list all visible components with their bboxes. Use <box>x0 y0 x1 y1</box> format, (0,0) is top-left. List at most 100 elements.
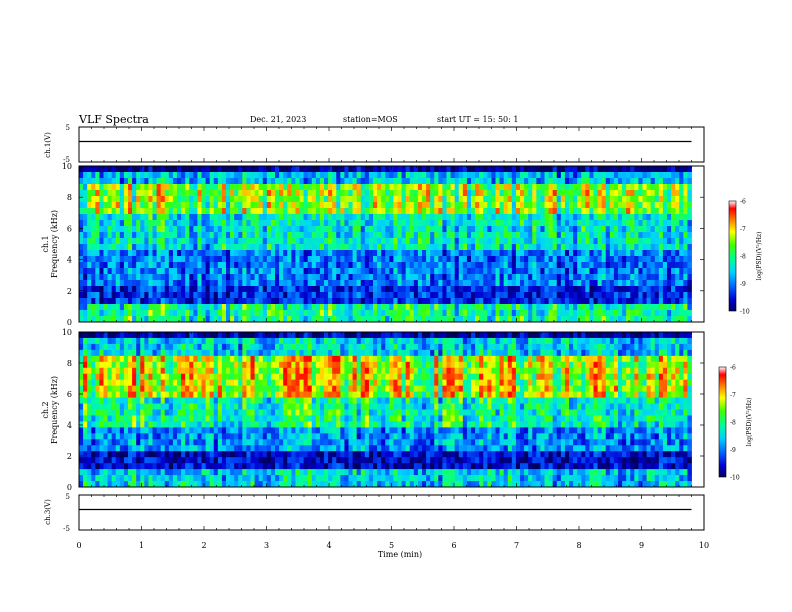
spectrogram-cell <box>279 332 284 339</box>
spectrogram-cell <box>160 292 166 299</box>
spectrogram-cell <box>95 196 100 203</box>
spectrogram-cell <box>311 280 317 287</box>
spectrogram-cell <box>446 166 451 173</box>
spectrogram-cell <box>99 196 104 203</box>
spectrogram-cell <box>340 310 345 317</box>
spectrogram-cell <box>556 349 562 357</box>
spectrogram-cell <box>560 310 566 317</box>
spectrogram-cell <box>573 226 578 233</box>
spectrogram-cell <box>193 349 198 357</box>
spectrogram-cell <box>230 286 235 293</box>
spectrogram-cell <box>79 220 84 227</box>
spectrogram-cell <box>536 355 541 363</box>
spectrogram-cell <box>340 262 345 269</box>
spectrogram-cell <box>103 220 108 227</box>
spectrogram-cell <box>87 332 92 339</box>
spectrogram-cell <box>618 172 623 179</box>
spectrogram-cell <box>381 232 386 239</box>
spectrogram-cell <box>389 298 394 305</box>
spectrogram-cell <box>511 220 517 227</box>
spectrogram-cell <box>613 190 619 197</box>
spectrogram-cell <box>95 244 100 251</box>
spectrogram-cell <box>373 343 378 351</box>
spectrogram-cell <box>168 250 174 257</box>
spectrogram-cell <box>205 244 211 251</box>
spectrogram-cell <box>609 316 615 323</box>
spectrogram-cell <box>291 220 296 227</box>
spectrogram-cell <box>307 196 313 203</box>
spectrogram-cell <box>319 292 325 299</box>
spectrogram-cell <box>479 304 484 311</box>
spectrogram-cell <box>475 280 480 287</box>
spectrogram-cell <box>160 268 166 275</box>
spectrogram-cell <box>683 184 688 191</box>
spectrogram-cell <box>458 361 464 369</box>
spectrogram-cell <box>462 292 468 299</box>
spectrogram-cell <box>254 178 260 185</box>
spectrogram-cell <box>397 316 402 323</box>
spectrogram-cell <box>630 214 635 221</box>
spectrogram-cell <box>373 244 378 251</box>
spectrogram-cell <box>373 332 378 339</box>
spectrogram-cell <box>389 250 394 257</box>
spectrogram-cell <box>650 316 656 323</box>
spectrogram-cell <box>87 304 92 311</box>
spectrogram-cell <box>79 274 84 281</box>
spectrogram-cell <box>95 208 100 215</box>
spectrogram-cell <box>303 238 309 245</box>
spectrogram-cell <box>185 238 190 245</box>
spectrogram-cell <box>177 214 182 221</box>
spectrogram-cell <box>221 310 227 317</box>
spectrogram-cell <box>287 298 292 305</box>
spectrogram-cell <box>91 292 96 299</box>
spectrogram-cell <box>552 208 558 215</box>
spectrogram-cell <box>291 244 296 251</box>
spectrogram-cell <box>401 226 407 233</box>
spectrogram-cell <box>344 166 349 173</box>
spectrogram-cell <box>185 172 190 179</box>
spectrogram-cell <box>532 184 537 191</box>
spectrogram-cell <box>217 298 223 305</box>
spectrogram-cell <box>230 349 235 357</box>
spectrogram-cell <box>234 337 239 345</box>
spectrogram-cell <box>307 332 313 339</box>
spectrogram-cell <box>622 196 627 203</box>
spectrogram-cell <box>654 190 660 197</box>
spectrogram-cell <box>667 298 672 305</box>
spectrogram-cell <box>152 349 157 357</box>
spectrogram-cell <box>658 298 664 305</box>
spectrogram-cell <box>393 268 398 275</box>
spectrogram-cell <box>123 355 129 363</box>
spectrogram-cell <box>393 184 398 191</box>
spectrogram-cell <box>454 337 460 345</box>
spectrogram-cell <box>164 274 170 281</box>
spectrogram-cell <box>540 280 545 287</box>
spectrogram-cell <box>573 343 578 351</box>
spectrogram-cell <box>209 196 215 203</box>
spectrogram-cell <box>662 355 668 363</box>
spectrogram-cell <box>581 343 586 351</box>
spectrogram-cell <box>164 244 170 251</box>
spectrogram-cell <box>193 250 198 257</box>
spectrogram-cell <box>385 337 390 345</box>
spectrogram-cell <box>197 214 202 221</box>
spectrogram-cell <box>577 202 582 209</box>
spectrogram-cell <box>393 349 398 357</box>
spectrogram-cell <box>189 166 194 173</box>
spectrogram-cell <box>548 232 554 239</box>
spectrogram-cell <box>642 214 647 221</box>
spectrogram-cell <box>315 184 321 191</box>
spectrogram-cell <box>254 298 260 305</box>
spectrogram-cell <box>667 268 672 275</box>
spectrogram-cell <box>524 343 529 351</box>
spectrogram-cell <box>377 343 382 351</box>
spectrogram-cell <box>642 208 647 215</box>
spectrogram-cell <box>593 238 598 245</box>
spectrogram-cell <box>499 166 505 173</box>
spectrogram-cell <box>197 280 202 287</box>
spectrogram-cell <box>438 343 443 351</box>
spectrogram-cell <box>303 190 309 197</box>
spectrogram-cell <box>377 202 382 209</box>
spectrogram-cell <box>336 262 341 269</box>
spectrogram-cell <box>360 232 366 239</box>
